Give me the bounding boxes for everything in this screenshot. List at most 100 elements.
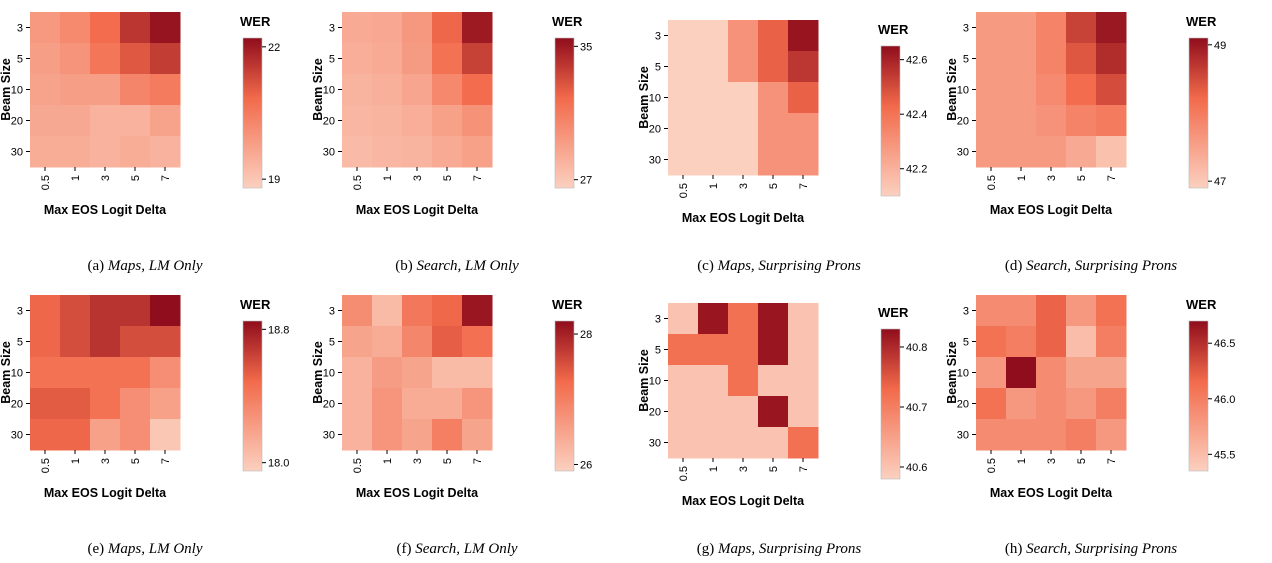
heatmap-cell	[788, 365, 819, 397]
heatmap-cell	[698, 82, 729, 114]
heatmap-cell	[462, 295, 493, 327]
legend-colorbar	[242, 320, 263, 472]
heatmap-cell	[90, 295, 121, 327]
heatmap-cell	[150, 12, 181, 44]
y-tick-label: 5	[17, 54, 23, 66]
legend-tick-label: 27	[580, 175, 592, 187]
heatmap-cell	[30, 43, 61, 75]
x-tick-label: 7	[798, 466, 810, 472]
heatmap-cell	[150, 295, 181, 327]
heatmap-cells	[342, 295, 493, 451]
heatmap-cell	[342, 326, 373, 358]
y-tick-label: 10	[323, 85, 335, 97]
heatmap-cell	[758, 113, 789, 145]
heatmap-cell	[90, 74, 121, 106]
heatmap-cell	[402, 136, 433, 168]
x-tick-label: 0.5	[986, 175, 998, 190]
heatmap-cell	[432, 326, 463, 358]
y-tick-label: 20	[649, 407, 661, 419]
heatmap-cell	[30, 419, 61, 451]
y-axis-title: Beam Size	[0, 341, 13, 404]
heatmap-cell	[60, 43, 91, 75]
x-axis-title: Max EOS Logit Delta	[682, 494, 805, 508]
caption-title: Search, LM Only	[415, 541, 518, 557]
legend-tick-label: 42.6	[906, 55, 927, 67]
heatmap-cell	[1066, 295, 1097, 327]
y-axis-title: Beam Size	[311, 341, 325, 404]
x-tick-label: 5	[768, 183, 780, 189]
heatmap-cell	[668, 20, 699, 52]
heatmap-cell	[788, 144, 819, 176]
heatmap-cell	[728, 303, 759, 335]
heatmap-cell	[120, 105, 151, 137]
heatmap-cell	[432, 43, 463, 75]
heatmap-panel: 3 5 10 20 30 0.5 1 3 5 7 Max EOS Logit Delta Beam S…	[311, 295, 592, 557]
heatmap-cell	[976, 419, 1007, 451]
heatmap-cell	[1006, 136, 1037, 168]
x-axis-title: Max EOS Logit Delta	[990, 486, 1113, 500]
heatmap-cell	[1006, 74, 1037, 106]
heatmap-cell	[668, 427, 699, 459]
legend-colorbar	[554, 320, 575, 472]
x-tick-label: 1	[708, 183, 720, 189]
x-tick-label: 3	[738, 183, 750, 189]
y-tick-label: 5	[963, 54, 969, 66]
caption-title: Maps, Surprising Prons	[717, 258, 861, 274]
heatmap-cell	[1006, 419, 1037, 451]
legend-colorbar	[242, 37, 263, 189]
y-tick-label: 3	[329, 23, 335, 35]
figure-caption: (a) Maps, LM Only	[88, 258, 203, 274]
heatmap-cell	[976, 136, 1007, 168]
x-tick-label: 5	[442, 175, 454, 181]
x-tick-label: 1	[70, 175, 82, 181]
heatmap-cell	[120, 295, 151, 327]
heatmap-cell	[402, 12, 433, 44]
heatmap-cell	[1006, 295, 1037, 327]
x-tick-label: 7	[160, 175, 172, 181]
heatmap-cell	[1096, 74, 1127, 106]
heatmap-cell	[1096, 388, 1127, 420]
heatmap-cells	[30, 295, 181, 451]
caption-label: (b)	[395, 258, 413, 274]
y-tick-label: 5	[963, 337, 969, 349]
legend-tick-label: 22	[268, 42, 280, 54]
y-tick-label: 3	[329, 306, 335, 318]
legend-tick-label: 28	[580, 329, 592, 341]
x-axis-title: Max EOS Logit Delta	[682, 211, 805, 225]
heatmap-cell	[728, 427, 759, 459]
heatmap-cell	[342, 74, 373, 106]
heatmap-cell	[758, 365, 789, 397]
legend-tick-label: 46.0	[1214, 394, 1235, 406]
heatmap-cell	[90, 136, 121, 168]
y-axis-title: Beam Size	[945, 58, 959, 121]
y-tick-label: 30	[323, 430, 335, 442]
caption-title: Search, Surprising Prons	[1026, 541, 1177, 557]
y-tick-label: 5	[655, 345, 661, 357]
heatmap-cell	[698, 334, 729, 366]
x-tick-label: 1	[70, 458, 82, 464]
heatmap-cell	[342, 136, 373, 168]
x-tick-label: 7	[1106, 458, 1118, 464]
x-axis-title: Max EOS Logit Delta	[44, 203, 167, 217]
heatmap-cell	[668, 334, 699, 366]
heatmap-cell	[30, 136, 61, 168]
heatmap-cell	[728, 144, 759, 176]
heatmap-cell	[1006, 326, 1037, 358]
x-tick-label: 5	[1076, 175, 1088, 181]
x-axis-title: Max EOS Logit Delta	[356, 203, 479, 217]
heatmap-cell	[402, 43, 433, 75]
y-axis-title: Beam Size	[945, 341, 959, 404]
heatmap-cell	[668, 144, 699, 176]
heatmap-cell	[462, 43, 493, 75]
heatmap-cell	[1066, 357, 1097, 389]
heatmap-cell	[432, 388, 463, 420]
heatmap-cell	[758, 144, 789, 176]
heatmap-cell	[402, 295, 433, 327]
y-tick-label: 30	[957, 430, 969, 442]
heatmap-panel: 3 5 10 20 30 0.5 1 3 5 7 Max EOS Logit Delta Beam S…	[0, 12, 280, 274]
y-tick-label: 10	[11, 368, 23, 380]
y-tick-label: 3	[17, 23, 23, 35]
heatmap-cell	[30, 388, 61, 420]
legend-tick-label: 35	[580, 41, 592, 53]
